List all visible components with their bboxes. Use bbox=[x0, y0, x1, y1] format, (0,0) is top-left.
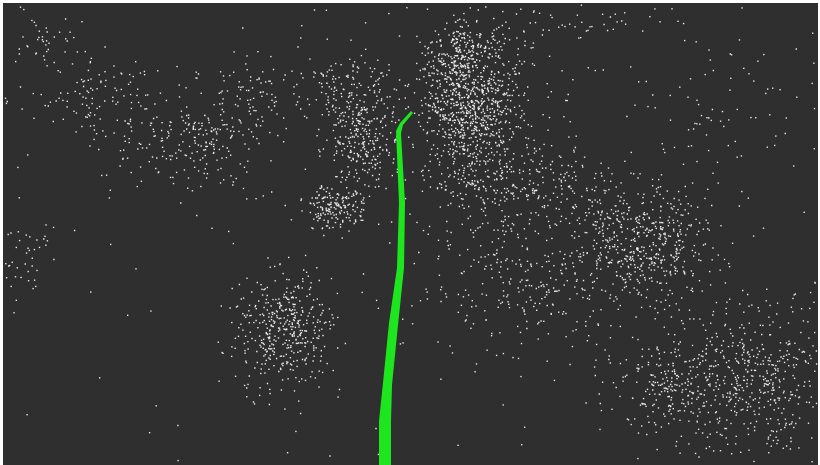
camera-trajectory bbox=[379, 111, 413, 465]
point-cloud-canvas[interactable] bbox=[3, 3, 818, 465]
scene-background bbox=[3, 3, 818, 465]
